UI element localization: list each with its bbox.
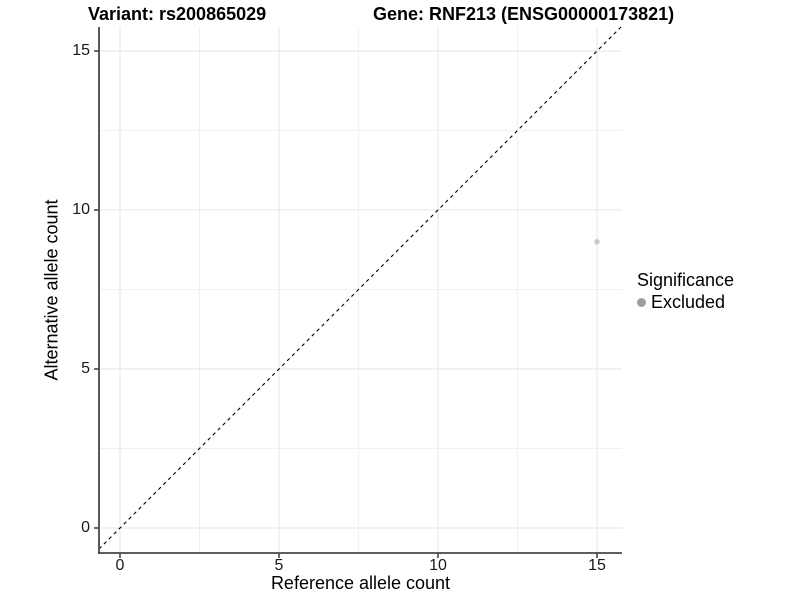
y-tick-label: 0 — [81, 519, 90, 536]
legend: Significance Excluded — [637, 269, 734, 312]
x-tick-label: 5 — [274, 557, 284, 574]
plot-title-variant: Variant: rs200865029 — [88, 4, 267, 24]
identity-dashed-line — [98, 26, 622, 550]
y-tick-label: 5 — [81, 360, 90, 377]
x-axis-title: Reference allele count — [270, 573, 451, 593]
legend-title: Significance — [637, 270, 735, 290]
data-point — [594, 239, 600, 245]
x-tick-label: 0 — [115, 557, 125, 574]
legend-point-icon — [637, 297, 646, 307]
x-tick-label: 10 — [429, 557, 447, 574]
plot-title-gene: Gene: RNF213 (ENSG00000173821) — [373, 4, 675, 24]
y-tick-label: 10 — [72, 201, 90, 218]
y-axis-title: Alternative allele count — [41, 199, 62, 381]
legend-item-excluded: Excluded — [637, 292, 734, 312]
y-tick-label: 15 — [72, 42, 90, 59]
x-tick-label: 15 — [588, 557, 606, 574]
legend-item-label: Excluded — [651, 292, 726, 312]
